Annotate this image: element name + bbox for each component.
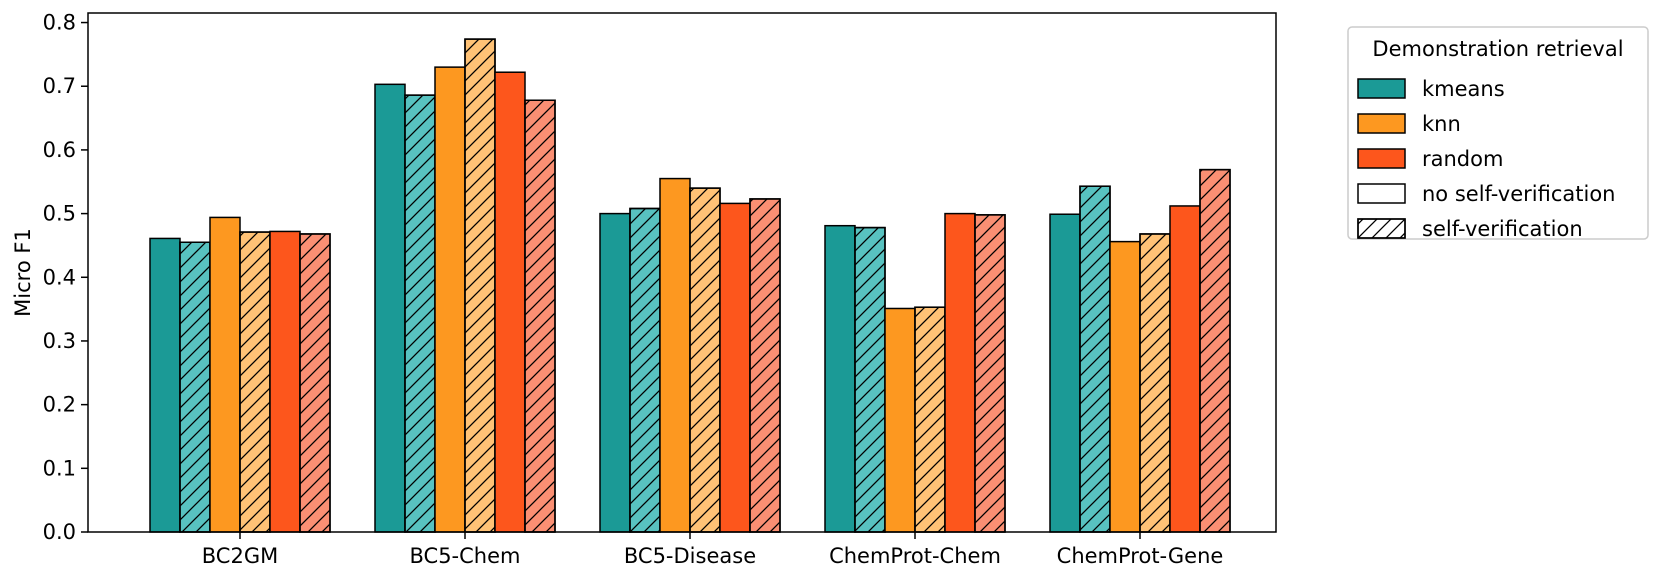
legend-label-kmeans: kmeans bbox=[1422, 77, 1505, 101]
y-axis-label: Micro F1 bbox=[11, 228, 35, 317]
x-axis: BC2GM BC5-Chem BC5-Disease ChemProt-Chem Che… bbox=[202, 532, 1224, 568]
bar-bc2gm-knn-no-self-verification bbox=[209, 216, 241, 533]
bar-hatch-chemprot-gene-knn-self-verification bbox=[1139, 233, 1171, 533]
bar-chemprot-gene-random-no-self-verification bbox=[1169, 205, 1201, 533]
bar-hatch-bc5-chem-random-self-verification bbox=[524, 99, 556, 533]
y-tick-label: 0.5 bbox=[43, 202, 76, 226]
legend-label-knn: knn bbox=[1422, 112, 1461, 136]
bar-hatch-bc2gm-knn-self-verification bbox=[239, 231, 271, 533]
legend-swatch-knn bbox=[1357, 113, 1406, 134]
legend: Demonstration retrieval kmeans knn random n… bbox=[1347, 26, 1649, 241]
x-tick-label: BC5-Chem bbox=[410, 544, 521, 568]
legend-swatch-no-self-verification bbox=[1357, 183, 1406, 204]
bar-hatch-bc5-chem-kmeans-self-verification bbox=[404, 94, 436, 533]
x-tick-label: ChemProt-Gene bbox=[1057, 544, 1224, 568]
bar-chemprot-chem-kmeans-no-self-verification bbox=[824, 224, 856, 533]
bar-hatch-chemprot-chem-kmeans-self-verification bbox=[854, 226, 886, 533]
y-tick-label: 0.1 bbox=[43, 456, 76, 480]
bar-bc5-chem-knn-no-self-verification bbox=[434, 66, 466, 533]
bar-hatch-bc2gm-random-self-verification bbox=[299, 233, 331, 533]
bar-bc2gm-kmeans-no-self-verification bbox=[149, 237, 181, 533]
x-tick-label: BC2GM bbox=[202, 544, 278, 568]
bar-hatch-bc5-disease-random-self-verification bbox=[749, 198, 781, 533]
bars bbox=[149, 38, 1231, 533]
plot-area-frame bbox=[87, 12, 1277, 533]
bar-hatch-chemprot-gene-kmeans-self-verification bbox=[1079, 185, 1111, 533]
bar-bc5-chem-random-no-self-verification bbox=[494, 71, 526, 533]
x-tick-label: BC5-Disease bbox=[624, 544, 756, 568]
legend-label-self-verification: self-verification bbox=[1422, 217, 1583, 241]
bar-bc5-chem-kmeans-no-self-verification bbox=[374, 83, 406, 533]
y-tick-label: 0.6 bbox=[43, 138, 76, 162]
y-tick-label: 0.8 bbox=[43, 11, 76, 35]
y-tick-label: 0.2 bbox=[43, 393, 76, 417]
bar-hatch-bc5-disease-knn-self-verification bbox=[689, 187, 721, 533]
legend-frame bbox=[1347, 26, 1649, 240]
bar-hatch-bc5-chem-knn-self-verification bbox=[464, 38, 496, 533]
bar-hatch-chemprot-chem-knn-self-verification bbox=[914, 306, 946, 533]
bar-chemprot-chem-knn-no-self-verification bbox=[884, 307, 916, 533]
legend-swatch-hatch-self-verification bbox=[1357, 218, 1406, 239]
y-axis: 0.0 0.1 0.2 0.3 0.4 0.5 0.6 0.7 0.8 bbox=[43, 11, 88, 544]
bar-chemprot-gene-knn-no-self-verification bbox=[1109, 240, 1141, 533]
bar-chemprot-gene-kmeans-no-self-verification bbox=[1049, 213, 1081, 533]
bar-bc5-disease-kmeans-no-self-verification bbox=[599, 212, 631, 533]
bar-bc2gm-random-no-self-verification bbox=[269, 230, 301, 533]
bar-chemprot-chem-random-no-self-verification bbox=[944, 212, 976, 533]
legend-label-random: random bbox=[1422, 147, 1503, 171]
bar-bc5-disease-knn-no-self-verification bbox=[659, 177, 691, 533]
legend-label-no-self-verification: no self-verification bbox=[1422, 182, 1615, 206]
bar-bc5-disease-random-no-self-verification bbox=[719, 202, 751, 533]
bar-hatch-bc2gm-kmeans-self-verification bbox=[179, 241, 211, 533]
legend-swatch-random bbox=[1357, 148, 1406, 169]
y-tick-label: 0.4 bbox=[43, 265, 76, 289]
legend-title: Demonstration retrieval bbox=[1372, 37, 1623, 61]
y-tick-label: 0.0 bbox=[43, 520, 76, 544]
bar-hatch-bc5-disease-kmeans-self-verification bbox=[629, 207, 661, 533]
bar-hatch-chemprot-gene-random-self-verification bbox=[1199, 168, 1231, 533]
y-tick-label: 0.3 bbox=[43, 329, 76, 353]
bar-hatch-chemprot-chem-random-self-verification bbox=[974, 214, 1006, 533]
legend-swatch-kmeans bbox=[1357, 78, 1406, 99]
y-tick-label: 0.7 bbox=[43, 74, 76, 98]
x-tick-label: ChemProt-Chem bbox=[829, 544, 1001, 568]
